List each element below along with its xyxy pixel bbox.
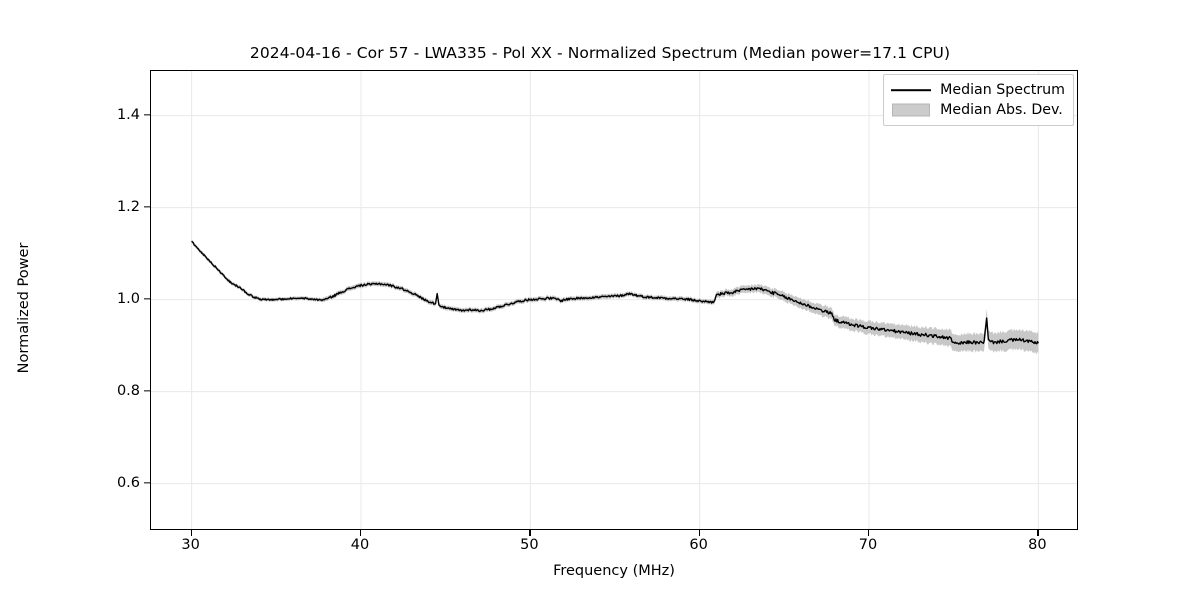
- legend-label: Median Spectrum: [940, 82, 1065, 98]
- chart-title: 2024-04-16 - Cor 57 - LWA335 - Pol XX - …: [249, 44, 951, 62]
- legend[interactable]: Median Spectrum Median Abs. Dev.: [883, 74, 1074, 126]
- legend-item-median-spectrum[interactable]: Median Spectrum: [891, 80, 1065, 100]
- median-abs-dev-band: [191, 239, 1039, 354]
- legend-label: Median Abs. Dev.: [940, 102, 1063, 118]
- x-tick-mark: [868, 530, 870, 536]
- x-tick-mark: [359, 530, 362, 536]
- x-tick-mark: [529, 530, 531, 536]
- y-tick-mark: [144, 113, 150, 116]
- x-tick-label: 80: [1028, 537, 1047, 553]
- y-tick-mark: [144, 389, 150, 392]
- y-tick-mark: [144, 205, 150, 208]
- spectrum-plot: [151, 71, 1077, 529]
- y-tick-label: 0.8: [116, 382, 140, 399]
- y-tick-label: 1.2: [116, 198, 140, 215]
- y-tick-label: 1.0: [116, 290, 140, 307]
- x-tick-label: 30: [181, 537, 200, 553]
- x-tick-label: 40: [350, 537, 370, 553]
- x-tick-label: 50: [520, 537, 539, 553]
- x-tick-mark: [698, 530, 700, 536]
- x-tick-mark: [190, 530, 192, 536]
- x-tick-label: 60: [689, 537, 708, 553]
- y-tick-label: 1.4: [116, 106, 140, 123]
- y-tick-label: 0.6: [116, 474, 140, 491]
- x-axis-label: Frequency (MHz): [553, 563, 675, 579]
- plot-area: Median Spectrum Median Abs. Dev.: [150, 70, 1078, 530]
- y-tick-mark: [144, 481, 150, 484]
- line-swatch-icon: [891, 81, 932, 99]
- patch-swatch-icon: [891, 101, 931, 119]
- y-tick-mark: [144, 297, 150, 300]
- legend-item-median-abs-dev[interactable]: Median Abs. Dev.: [891, 100, 1065, 120]
- x-tick-mark: [1037, 530, 1039, 536]
- x-tick-label: 70: [858, 537, 878, 553]
- median-spectrum-line: [191, 240, 1039, 345]
